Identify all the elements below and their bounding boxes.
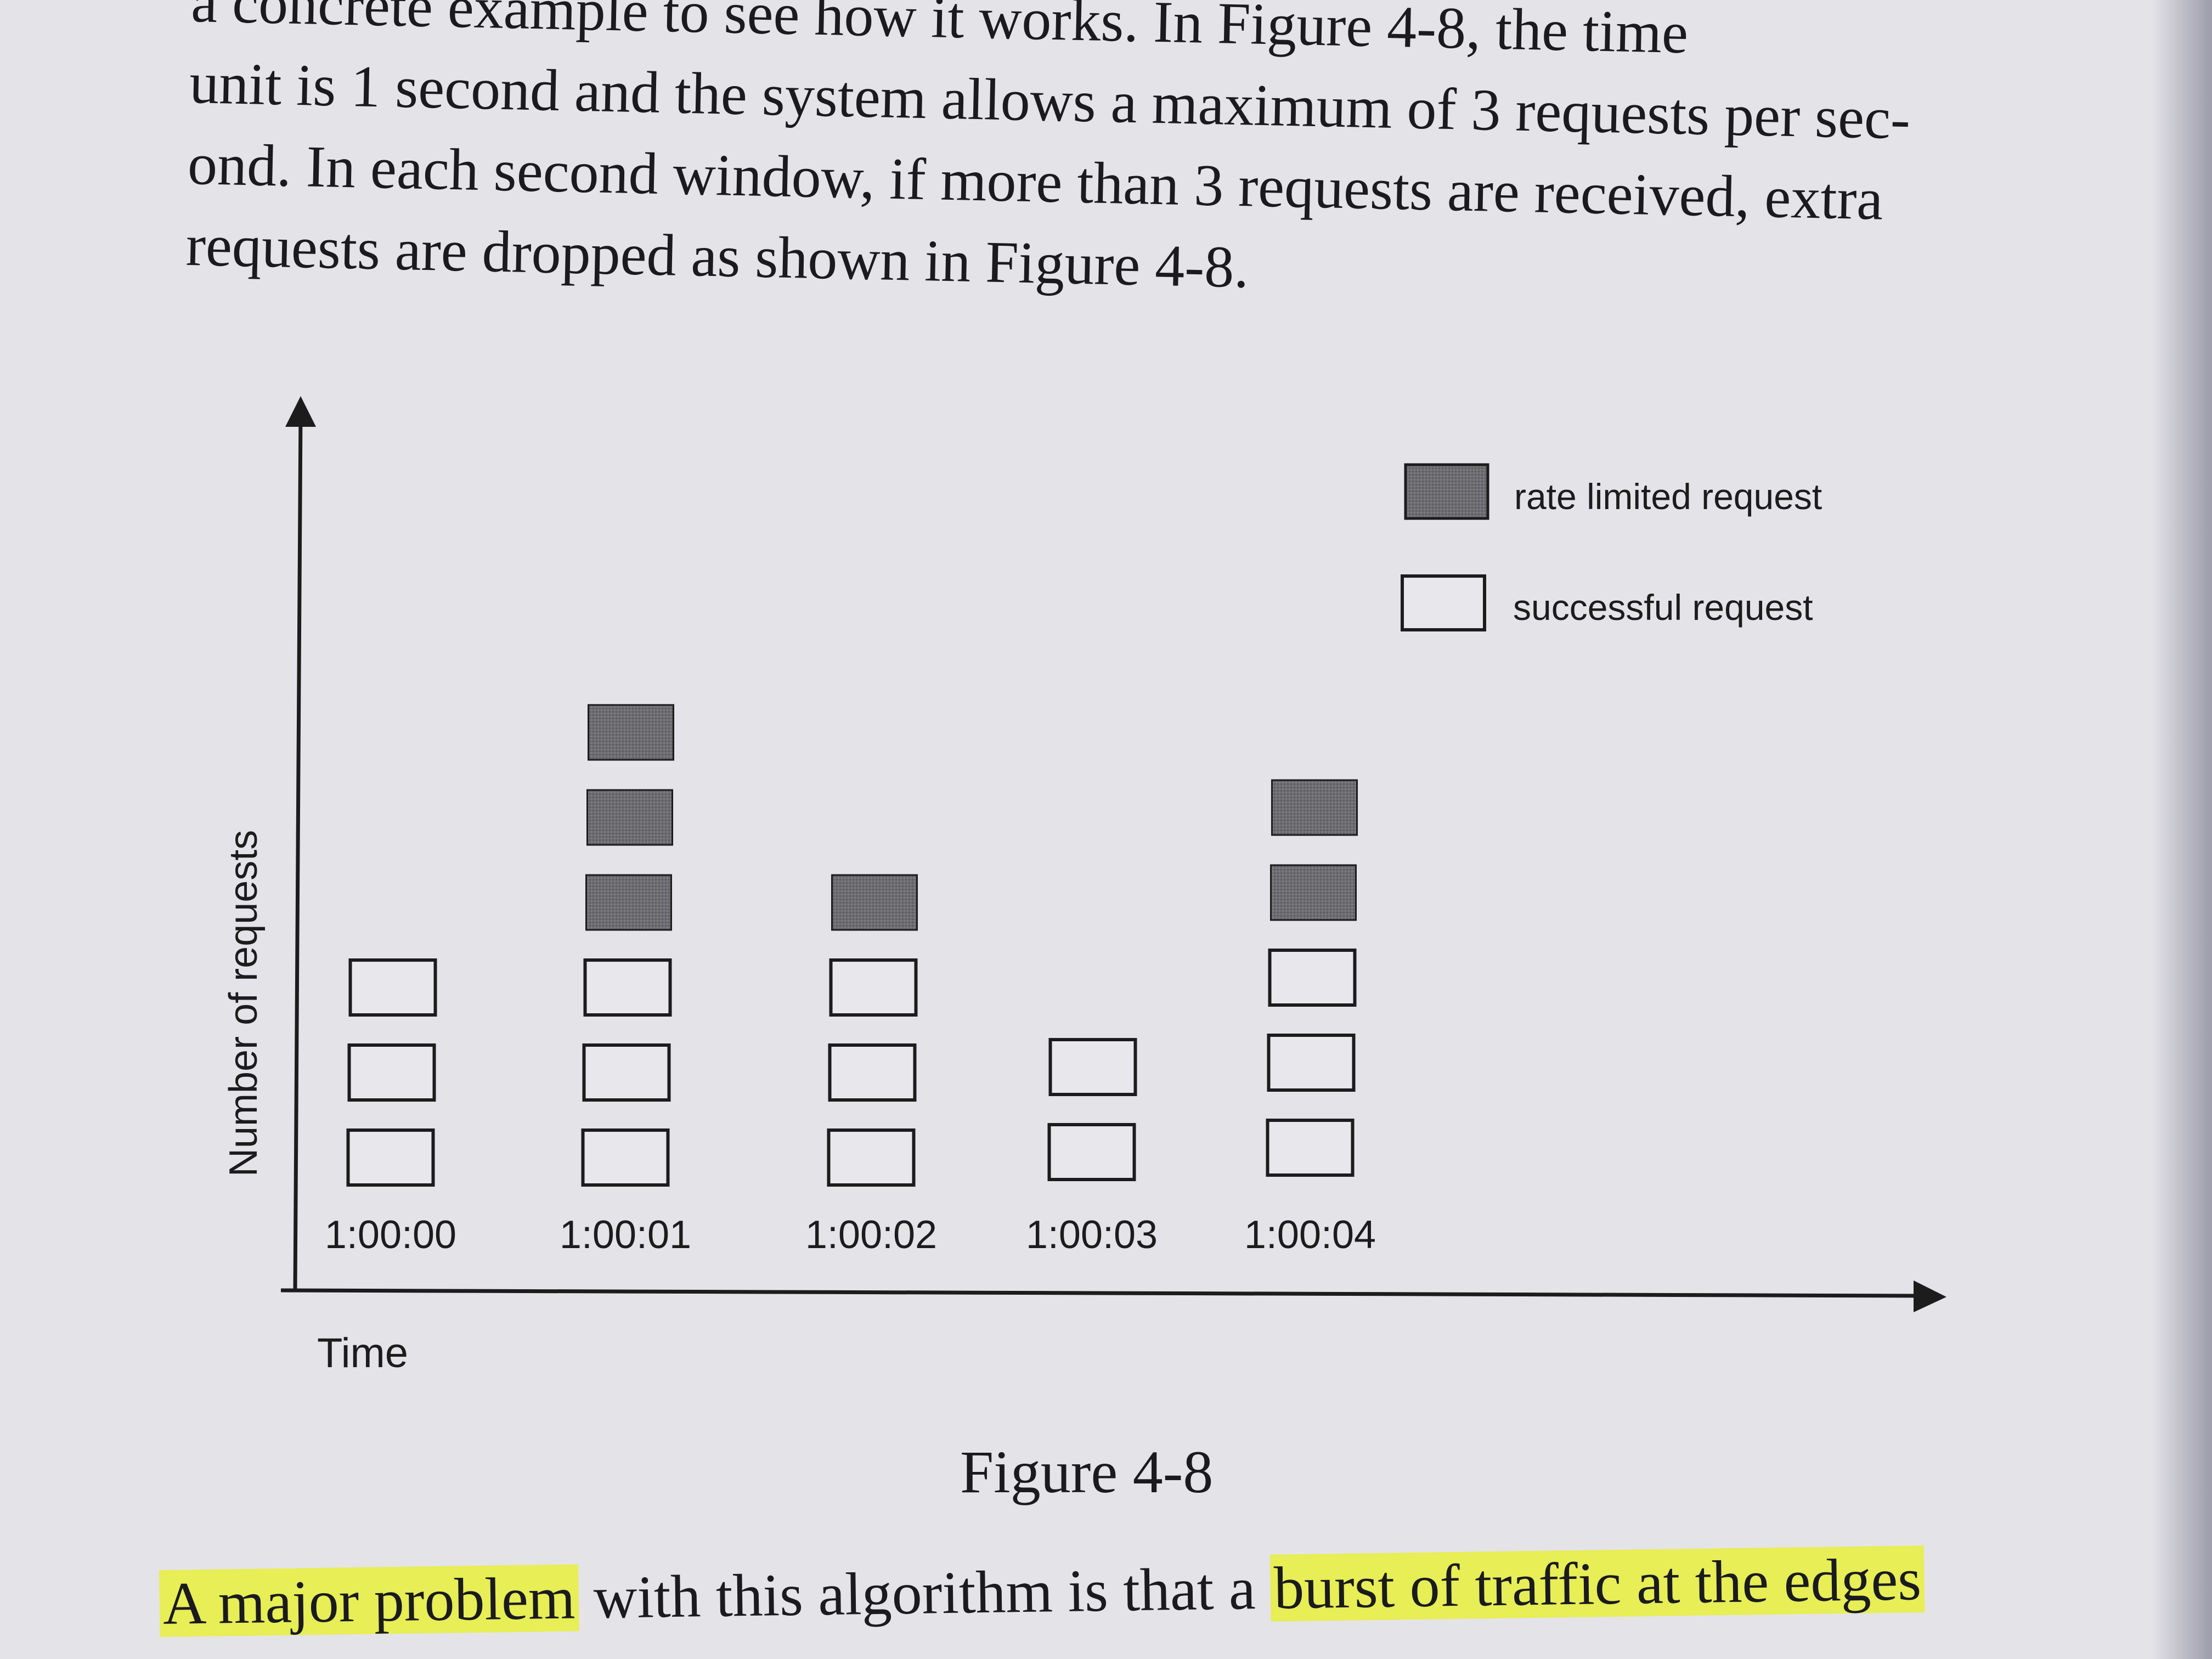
rate-limited-box [588,704,674,761]
figure-caption: Figure 4-8 [960,1438,1214,1505]
successful-box [827,1128,916,1187]
page-edge-shadow [2152,0,2212,1659]
rate-limited-box [585,874,672,931]
y-axis-label: Number of requests [222,830,266,1177]
time-tick-label: 1:00:00 [325,1213,456,1257]
successful-box [1267,1034,1356,1092]
successful-box [583,958,672,1017]
successful-box [346,1128,435,1187]
time-tick-label: 1:00:02 [805,1213,937,1257]
legend-successful-label: successful request [1513,587,1813,628]
successful-box [582,1043,671,1102]
sentence-middle: with this algorithm is that a [578,1554,1271,1632]
time-tick-labels: 1:00:00 1:00:01 1:00:02 1:00:03 1:00:04 [325,1213,1376,1257]
legend-rate-limited-swatch [1404,463,1489,520]
request-boxes [346,704,1358,1187]
rate-limited-box [831,874,918,931]
time-tick-label: 1:00:04 [1244,1213,1376,1257]
highlighted-phrase-1: A major problem [159,1564,579,1637]
successful-box [1048,1038,1137,1096]
time-tick-label: 1:00:01 [560,1213,691,1257]
time-tick-label: 1:00:03 [1026,1213,1158,1257]
successful-box [828,1043,917,1102]
x-axis [280,1288,1921,1298]
rate-limited-box [1271,779,1358,836]
successful-box [347,1043,436,1102]
rate-limited-box [586,789,673,846]
x-axis-arrowhead [1914,1280,1946,1312]
successful-box [1268,949,1357,1007]
y-axis-arrowhead [285,396,316,427]
y-axis [293,412,303,1290]
legend-rate-limited-label: rate limited request [1514,476,1822,517]
successful-box [829,958,918,1017]
successful-box [1266,1119,1355,1177]
successful-box [1047,1123,1136,1181]
successful-box [348,958,437,1017]
rate-limited-box [1270,864,1357,921]
x-axis-label: Time [317,1330,408,1376]
successful-box [581,1128,670,1187]
highlighted-phrase-2: burst of traffic at the edges [1270,1545,1925,1622]
legend: rate limited request successful request [1401,463,1822,631]
legend-successful-swatch [1401,574,1486,631]
